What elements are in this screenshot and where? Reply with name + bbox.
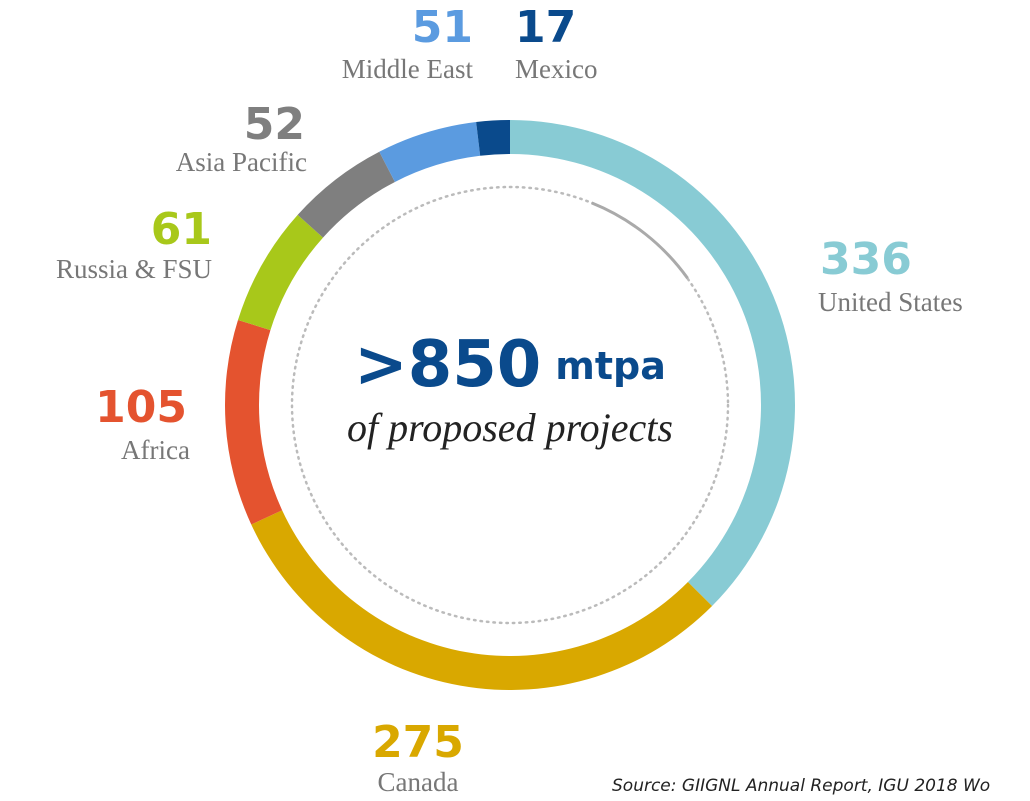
donut-segment xyxy=(251,510,713,691)
center-headline: >850 mtpa xyxy=(354,328,666,402)
donut-segment xyxy=(476,120,510,156)
center-caption: of proposed projects xyxy=(347,405,673,450)
value-label: 51 xyxy=(412,2,473,53)
category-label: United States xyxy=(818,287,963,317)
value-label: 17 xyxy=(515,2,576,53)
donut-segment xyxy=(379,122,481,182)
value-label: 336 xyxy=(820,234,912,285)
category-label: Canada xyxy=(378,767,459,797)
source-note: Source: GIIGNL Annual Report, IGU 2018 W… xyxy=(612,776,990,796)
center-value: >850 xyxy=(354,328,541,402)
category-label: Asia Pacific xyxy=(176,147,307,177)
donut-segment xyxy=(510,120,796,606)
donut-segment xyxy=(237,214,324,331)
value-label: 52 xyxy=(244,99,305,150)
inner-accent-arc xyxy=(591,201,689,280)
category-label: Russia & FSU xyxy=(56,254,212,284)
value-label: 275 xyxy=(372,717,464,768)
inner-dotted-ring xyxy=(290,185,730,625)
category-label: Middle East xyxy=(342,54,474,84)
category-label: Mexico xyxy=(515,54,597,84)
donut-segment xyxy=(225,319,283,525)
category-label: Africa xyxy=(121,435,190,465)
value-label: 105 xyxy=(95,382,187,433)
center-unit: mtpa xyxy=(555,344,666,388)
donut-segment xyxy=(297,151,395,238)
value-label: 61 xyxy=(151,204,212,255)
